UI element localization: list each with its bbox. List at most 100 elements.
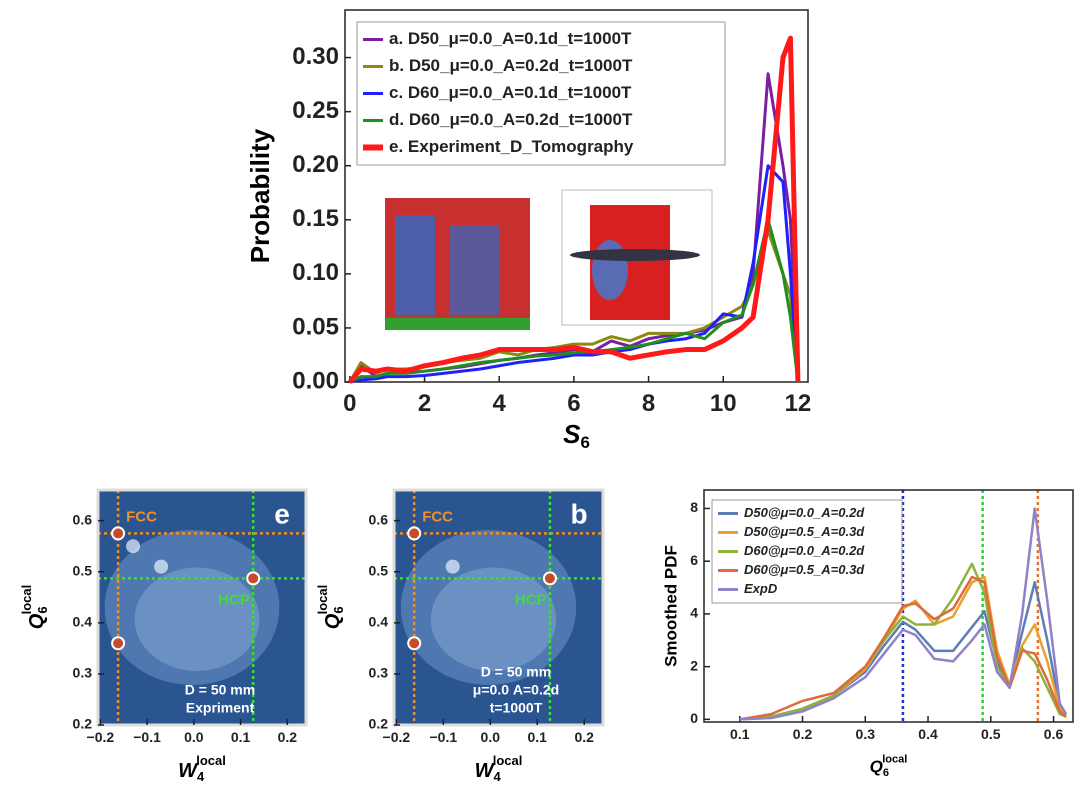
x-tick-label: 6 [567,390,580,417]
axis-label-sup: local [19,585,34,615]
axis-label: Q6local [315,585,346,629]
legend-label: D60@μ=0.0_A=0.2d [744,543,865,558]
axis-label-sub: 6 [580,433,589,452]
axis-label: Q6local [19,585,50,629]
legend-box [356,21,726,166]
axis-label-sub: 6 [331,606,346,613]
series-line [739,507,1068,721]
x-tick-label: −0.2 [383,729,411,745]
legend-label: c. D60_μ=0.0_A=0.1d_t=1000T [389,83,632,102]
density [400,529,577,686]
y-tick-label: 2 [690,657,698,673]
axis-label: Q6 local [870,753,908,779]
y-tick-label: 0.5 [369,562,389,578]
y-tick-label: 0.20 [292,151,339,178]
x-tick-label: 0.6 [1044,726,1064,742]
legend-box [711,499,903,604]
inset-block [450,225,500,315]
x-tick-label: 2 [418,390,431,417]
axis-label: Probability [245,128,275,263]
plot-frame [392,488,605,727]
density [104,529,280,686]
annotation: FCC [422,508,453,525]
axis-label-main: W [178,760,199,782]
annotation: HCP [515,591,547,608]
annotation: HCP [218,591,250,608]
legend-label: ExpD [744,581,778,596]
axis-label: Smoothed PDF [661,545,680,667]
x-tick-label: 0.0 [481,729,501,745]
axis-label-main: Q [322,613,344,629]
y-tick-label: 0.4 [369,614,389,630]
series-line [739,575,1067,721]
annotation: μ=0.0 A=0.2d [473,682,559,698]
y-tick-label: 0.3 [73,665,93,681]
heatmap-bg [394,490,603,725]
peak [542,571,557,586]
axis-label-sub: 4 [494,769,502,784]
annotation: FCC [126,508,157,525]
peak [154,559,169,574]
axis-label: W4local [178,753,226,784]
annotation: t=1000T [490,700,543,716]
legend-label: D60@μ=0.5_A=0.3d [744,562,865,577]
series-line [347,35,801,384]
legend-label: b. D50_μ=0.0_A=0.2d_t=1000T [389,56,633,75]
legend-label: e. Experiment_D_Tomography [389,137,634,156]
axis-label-sup: local [315,585,330,615]
legend-label: a. D50_μ=0.0_A=0.1d_t=1000T [389,29,632,48]
peak [407,526,422,541]
x-tick-label: 0.2 [793,726,813,742]
density [430,567,557,671]
x-tick-label: 0.4 [918,726,938,742]
x-tick-label: 0 [343,390,356,417]
y-tick-label: 0.2 [73,716,93,732]
inset-particles [385,198,530,330]
peak [111,526,126,541]
y-tick-label: 0.4 [73,614,93,630]
heatmap-bg [98,490,306,725]
density [134,567,260,671]
axis-label: S6 [563,419,590,452]
legend-label: D50@μ=0.5_A=0.3d [744,524,865,539]
axis-label-sub: 6 [883,767,889,779]
inset-block [395,215,435,315]
x-tick-label: 4 [493,390,507,417]
series-line [739,562,1067,721]
x-tick-label: 0.0 [184,729,204,745]
x-tick-label: 0.1 [730,726,750,742]
y-tick-label: 8 [690,499,698,515]
y-tick-label: 4 [690,605,698,621]
panel-label: e [274,498,290,529]
y-tick-label: 0.6 [369,511,389,527]
series-line [349,218,800,384]
axis-label-main: W [475,760,496,782]
x-tick-label: 12 [785,390,812,417]
y-tick-label: 0.2 [369,716,389,732]
axis-label: W4local [475,753,523,784]
x-tick-label: 0.2 [278,729,298,745]
y-tick-label: 6 [690,552,698,568]
axis-label-main: Q [870,757,883,776]
annotation: Expriment [186,700,255,716]
x-tick-label: 8 [642,390,655,417]
axis-label-sub: 4 [197,769,205,784]
annotation: D = 50 mm [185,682,255,698]
peak [407,636,422,651]
axis-label-sup: local [882,753,907,765]
inset-disk [570,249,700,261]
y-tick-label: 0.30 [292,43,339,70]
x-tick-label: 0.1 [231,729,251,745]
x-tick-label: 0.5 [981,726,1001,742]
legend-label: D50@μ=0.0_A=0.2d [744,505,865,520]
x-tick-label: −0.1 [133,729,161,745]
x-tick-label: 10 [710,390,737,417]
peak [111,636,126,651]
inset-slice [592,240,628,300]
x-tick-label: −0.2 [87,729,115,745]
axis-label-main: Q [26,613,48,629]
plot-frame [344,9,809,383]
inset-frame [561,189,713,326]
